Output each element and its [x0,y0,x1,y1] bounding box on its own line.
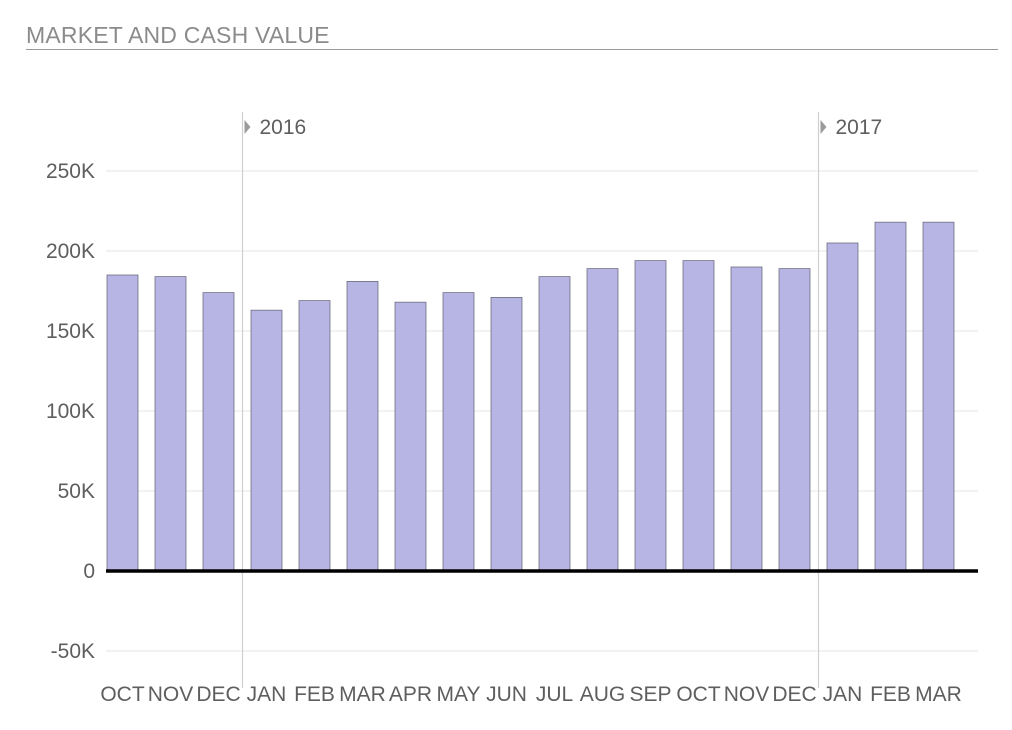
bar [346,280,379,572]
x-tick-label: FEB [870,683,911,706]
y-tick-label: -50K [51,640,95,663]
x-tick-label: OCT [100,683,145,706]
x-tick-label: AUG [580,683,626,706]
y-tick-label: 250K [46,160,95,183]
x-tick-label: NOV [724,683,770,706]
bar [442,292,475,572]
y-tick-label: 100K [46,400,95,423]
year-label: 2017 [836,116,883,139]
y-tick-label: 0 [83,560,95,583]
bar [490,296,523,572]
bar [538,276,571,572]
chart-header: MARKET AND CASH VALUE [26,22,998,50]
bar [874,221,907,572]
bar [730,266,763,572]
bar [586,268,619,572]
x-tick-label: OCT [676,683,721,706]
y-tick-label: 200K [46,240,95,263]
bar [250,309,283,572]
bar [778,268,811,572]
x-tick-label: DEC [772,683,816,706]
x-tick-label: FEB [294,683,335,706]
bar [922,221,955,572]
x-tick-label: NOV [148,683,194,706]
x-tick-label: MAY [437,683,481,706]
x-tick-label: SEP [629,683,671,706]
year-label: 2016 [260,116,307,139]
x-tick-label: JAN [247,683,287,706]
bar [682,260,715,572]
bar [154,276,187,572]
x-tick-label: JUN [486,683,527,706]
chart-title: MARKET AND CASH VALUE [26,22,330,48]
bar [202,292,235,572]
year-marker-arrow-icon [820,120,827,134]
bar [634,260,667,572]
year-marker-arrow-icon [244,120,251,134]
bar [394,301,427,572]
x-tick-label: DEC [196,683,240,706]
bar [298,300,331,572]
x-tick-label: JUL [536,683,573,706]
y-tick-label: 50K [58,480,95,503]
x-tick-label: MAR [915,683,962,706]
x-tick-label: MAR [339,683,386,706]
x-tick-label: APR [389,683,432,706]
bar [106,274,139,572]
y-tick-label: 150K [46,320,95,343]
x-tick-label: JAN [823,683,863,706]
bar [826,242,859,572]
